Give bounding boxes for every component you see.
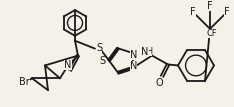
Text: N: N xyxy=(130,61,137,71)
Text: CF: CF xyxy=(207,29,217,38)
Text: F: F xyxy=(224,7,230,17)
Text: S: S xyxy=(96,43,102,53)
Text: N: N xyxy=(64,60,72,70)
Text: O: O xyxy=(155,78,163,88)
Text: N: N xyxy=(141,47,149,57)
Text: S: S xyxy=(99,56,105,65)
Text: H: H xyxy=(146,47,152,56)
Text: F: F xyxy=(190,7,196,17)
Text: F: F xyxy=(207,1,213,11)
Text: N: N xyxy=(130,50,137,60)
Text: Br: Br xyxy=(19,77,30,87)
